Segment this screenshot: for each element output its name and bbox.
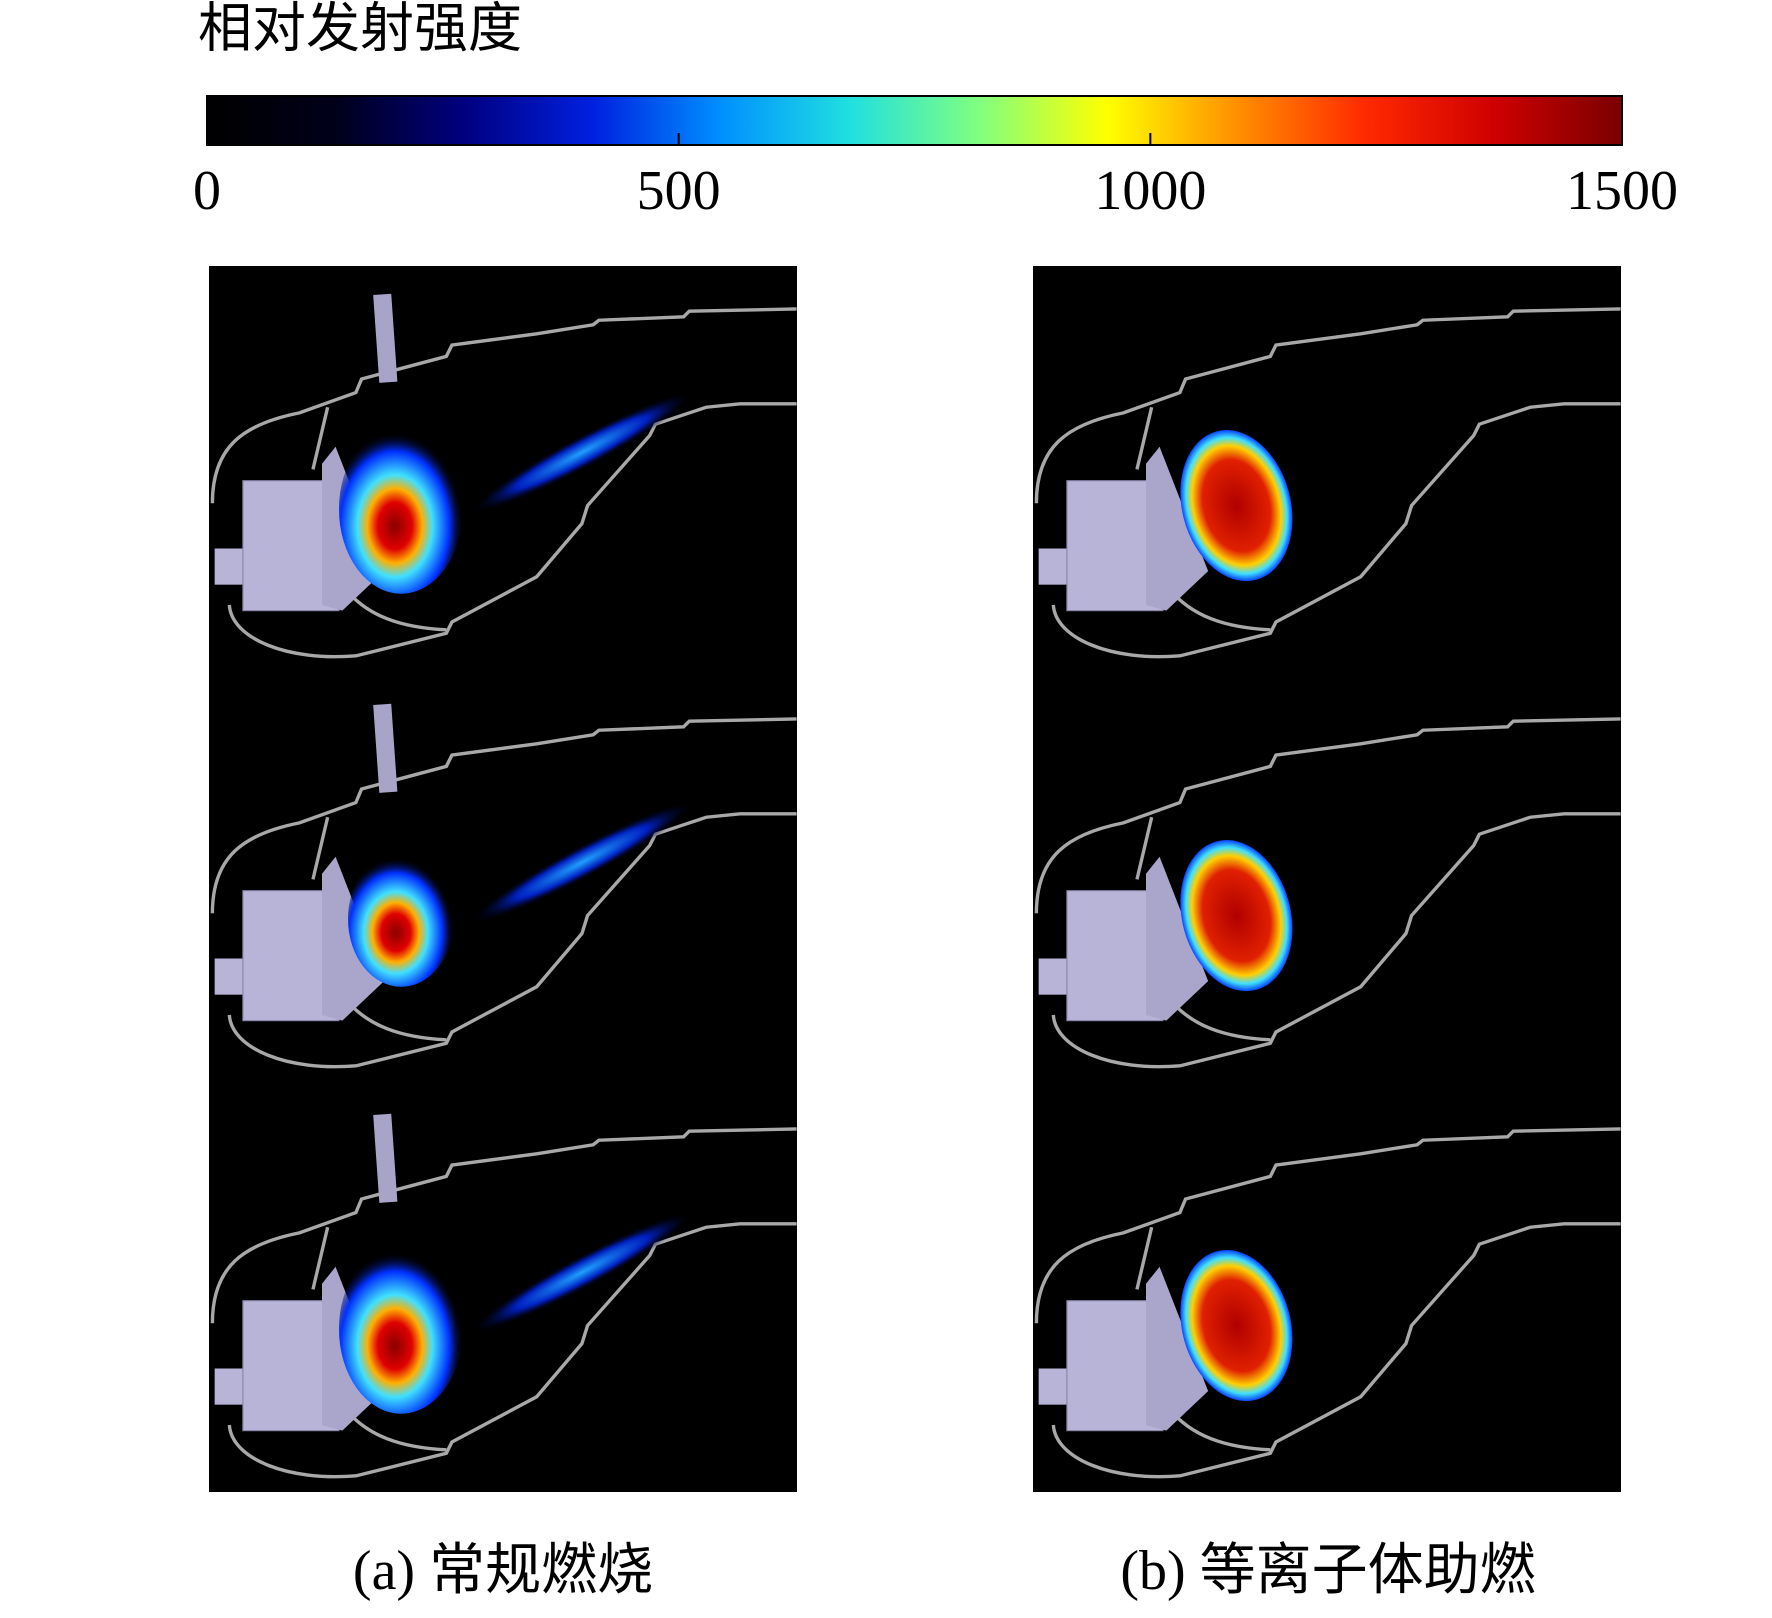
- panel-caption: (a) 常规燃烧: [353, 1540, 653, 1602]
- swirler: [1146, 856, 1209, 1021]
- probe: [373, 703, 398, 793]
- combustor-frame: [1034, 1127, 1621, 1479]
- colorbar-tick-label: 500: [637, 160, 721, 222]
- liner-inner: [227, 1222, 797, 1479]
- combustor-frame: [210, 293, 797, 659]
- flame: [1180, 430, 1293, 582]
- probe: [373, 1113, 398, 1203]
- liner-outer: [210, 1127, 797, 1324]
- combustor-frame: [210, 703, 797, 1069]
- colorbar-tick-label: 1500: [1566, 160, 1678, 222]
- liner-outer: [210, 717, 797, 914]
- liner-outer: [1034, 1127, 1621, 1324]
- liner-inner: [227, 402, 797, 659]
- combustor-frame: [210, 1113, 797, 1479]
- liner-inner: [1051, 1222, 1621, 1479]
- image-panel: [1033, 266, 1621, 1492]
- panel-caption: (b) 等离子体助燃: [1120, 1540, 1535, 1602]
- colorbar-tick-label: 1000: [1094, 160, 1206, 222]
- liner-outer: [210, 307, 797, 504]
- flame: [347, 851, 455, 987]
- liner-inner: [1051, 812, 1621, 1069]
- combustor-frame: [1034, 307, 1621, 659]
- liner-outer: [1034, 717, 1621, 914]
- swirler: [1146, 446, 1209, 611]
- flame-streak: [471, 1212, 692, 1333]
- colorbar: [206, 95, 1623, 146]
- flame: [1180, 1250, 1293, 1402]
- combustor-frame: [1034, 717, 1621, 1069]
- colorbar-title: 相对发射强度: [198, 0, 522, 58]
- liner-inner: [1051, 402, 1621, 659]
- liner-outer: [1034, 307, 1621, 504]
- flame: [1180, 840, 1293, 992]
- swirler: [1146, 1266, 1209, 1431]
- colorbar-tick-label: 0: [193, 160, 221, 222]
- probe: [373, 293, 398, 383]
- flame-streak: [471, 392, 692, 513]
- image-panel: [209, 266, 797, 1492]
- flame: [338, 1244, 464, 1414]
- flame-streak: [471, 802, 692, 923]
- flame: [338, 424, 464, 594]
- liner-inner: [227, 812, 797, 1069]
